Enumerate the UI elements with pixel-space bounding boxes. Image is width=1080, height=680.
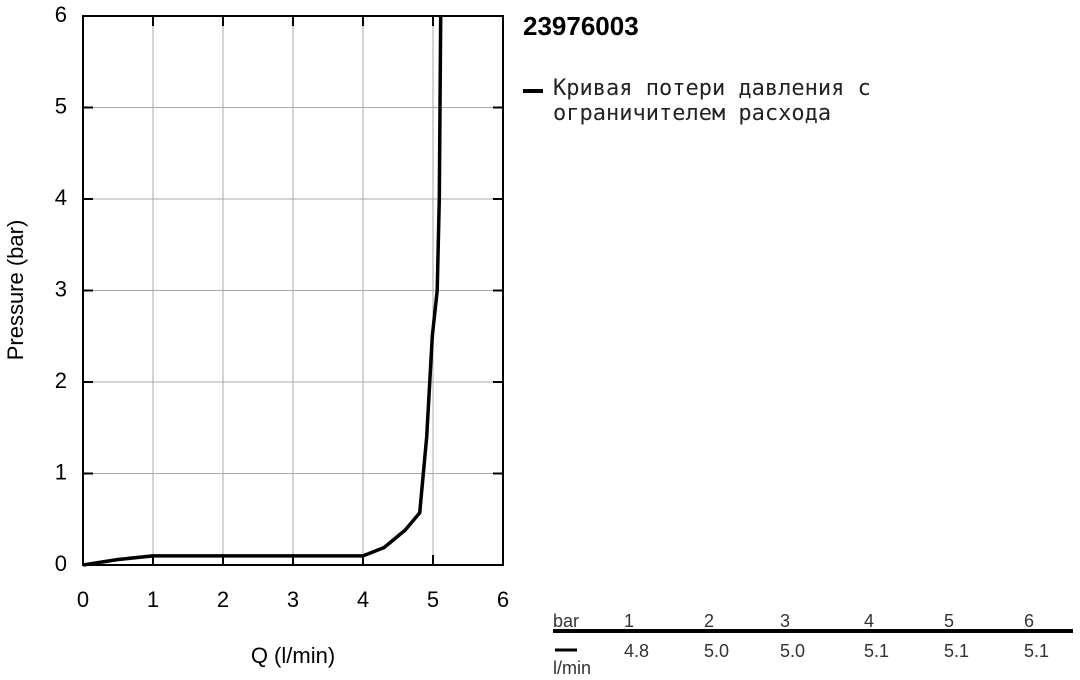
table-header: 3 [780, 611, 790, 631]
table-cell: 5.0 [704, 641, 729, 661]
x-tick-label: 6 [497, 587, 509, 612]
x-axis-label: Q (l/min) [251, 643, 335, 668]
y-tick-label: 5 [55, 93, 67, 118]
y-tick-label: 1 [55, 459, 67, 484]
table-header: 6 [1024, 611, 1034, 631]
table-header: 4 [864, 611, 874, 631]
table-cell: 5.1 [944, 641, 969, 661]
y-tick-label: 3 [55, 276, 67, 301]
table-cell: 4.8 [624, 641, 649, 661]
y-tick-label: 2 [55, 368, 67, 393]
table-header: 1 [624, 611, 634, 631]
x-tick-label: 1 [147, 587, 159, 612]
table-header: bar [553, 611, 579, 631]
y-axis-label: Pressure (bar) [3, 220, 28, 361]
table-cell: 5.1 [864, 641, 889, 661]
data-line [82, 15, 443, 567]
legend-entry: Кривая потери давления с ограничителем р… [553, 76, 871, 126]
x-tick-label: 2 [217, 587, 229, 612]
y-tick-label: 4 [55, 185, 67, 210]
plot-frame [82, 15, 504, 566]
y-tick-label: 6 [55, 2, 67, 27]
x-tick-label: 4 [357, 587, 369, 612]
chart-title: 23976003 [523, 11, 639, 41]
table-cell: l/min [553, 658, 591, 678]
table-header: 5 [944, 611, 954, 631]
table-cell: 5.1 [1024, 641, 1049, 661]
x-tick-label: 3 [287, 587, 299, 612]
y-tick-label: 0 [55, 551, 67, 576]
table-header: 2 [704, 611, 714, 631]
x-tick-label: 0 [77, 587, 89, 612]
x-tick-label: 5 [427, 587, 439, 612]
table-cell: 5.0 [780, 641, 805, 661]
